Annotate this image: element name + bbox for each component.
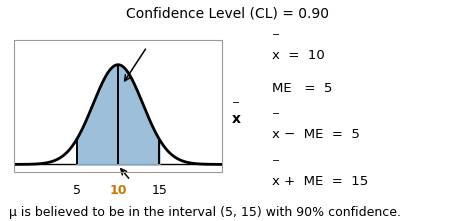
Text: x −  ME  =  5: x − ME = 5 <box>272 128 360 141</box>
Text: −: − <box>272 156 281 166</box>
Text: μ is believed to be in the interval (5, 15) with 90% confidence.: μ is believed to be in the interval (5, … <box>9 206 401 219</box>
Text: x: x <box>232 112 241 126</box>
Text: ME   =  5: ME = 5 <box>272 82 333 95</box>
Text: −: − <box>272 30 281 40</box>
Text: −: − <box>272 109 281 119</box>
Text: x +  ME  =  15: x + ME = 15 <box>272 175 369 188</box>
Text: Confidence Level (CL) = 0.90: Confidence Level (CL) = 0.90 <box>125 7 329 21</box>
Text: 5: 5 <box>73 184 81 196</box>
Text: 15: 15 <box>152 184 168 196</box>
Text: 10: 10 <box>109 184 127 196</box>
Text: x  =  10: x = 10 <box>272 49 325 62</box>
Text: −: − <box>232 98 240 108</box>
